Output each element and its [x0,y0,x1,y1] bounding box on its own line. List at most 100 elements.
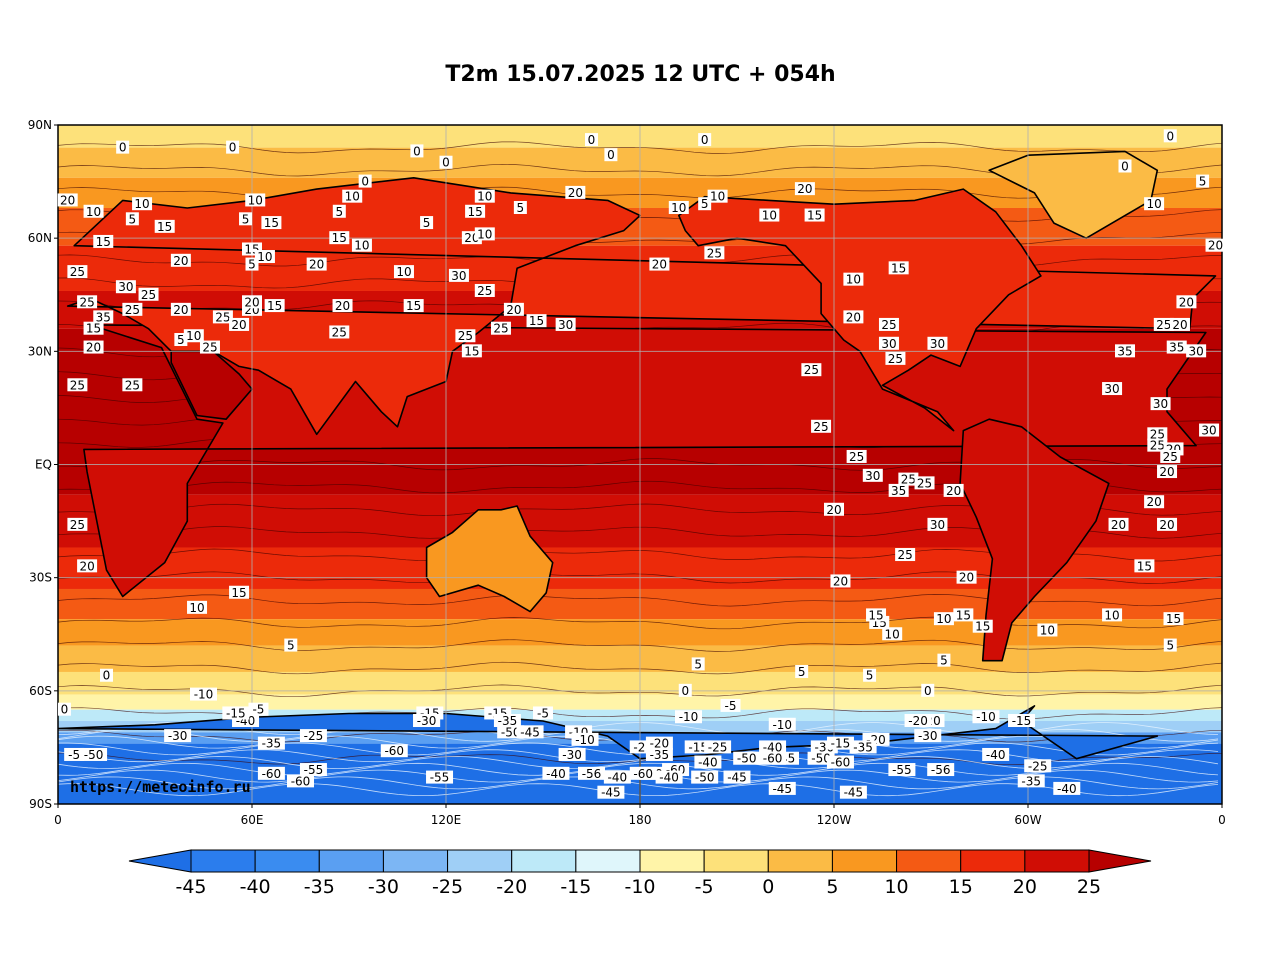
contour-label: 10 [668,200,689,215]
contour-label-text: 20 [833,574,848,588]
contour-label-text: 30 [1188,344,1203,358]
contour-label-text: 5 [517,201,525,215]
contour-label: -60 [759,751,787,766]
contour-label-bg [794,182,815,196]
contour-label-bg [565,185,586,199]
contour-label-text: 25 [881,318,896,332]
contour-label: -50 [691,770,719,785]
contour-label-text: -30 [918,729,938,743]
contour-label-bg [1037,623,1058,637]
contour-label-text: -30 [168,729,188,743]
contour-label-text: -50 [84,748,104,762]
contour-label-text: 10 [1104,608,1119,622]
contour-label-bg [937,653,951,667]
contour-label-bg [67,265,88,279]
contour-label-text: 10 [186,329,201,343]
contour-label-bg [1150,397,1171,411]
contour-label-bg [115,280,136,294]
contour-label-bg [956,570,977,584]
contour-label-bg [895,548,916,562]
colorbar-tick-label: 5 [826,876,838,898]
contour-label: 20 [1205,238,1226,253]
contour-label-bg [698,133,712,147]
contour-label: 20 [1157,517,1178,532]
contour-label-bg [287,774,314,788]
contour-label: -30 [164,729,192,743]
contour-label: 15 [888,261,909,275]
contour-label-text: 10 [762,209,777,223]
contour-label: 35 [888,483,909,498]
contour-label: 20 [229,317,250,332]
contour-label: 10 [393,265,414,279]
contour-label-text: 35 [96,310,111,324]
contour-label: 10 [351,238,372,253]
contour-label-text: 20 [231,318,246,332]
contour-label-text: 10 [248,193,263,207]
contour-label-text: 15 [868,608,883,622]
colorbar-tick-label: -20 [496,876,527,898]
contour-label-text: 0 [588,133,596,147]
contour-label: 0 [604,148,618,162]
contour-label: 15 [83,321,104,336]
contour-label-bg [982,747,1010,761]
contour-label-bg [843,272,864,286]
contour-label-bg [122,378,143,392]
contour-label: 20 [83,340,104,355]
contour-label-text: -5 [68,748,80,762]
contour-label: -40 [542,766,570,781]
contour-label-bg [839,785,867,799]
contour-label-bg [503,302,524,316]
colorbar-swatch [767,849,833,873]
contour-label: 10 [1102,608,1123,622]
contour-label-text: 35 [1169,341,1184,355]
contour-label-text: 15 [1166,612,1181,626]
contour-label-bg [526,314,547,328]
contour-label: -60 [257,766,285,781]
contour-label-text: -10 [679,710,699,724]
contour-label-text: 0 [607,148,615,162]
contour-label-bg [904,714,932,728]
contour-label-bg [490,321,511,335]
contour-label: 25 [122,378,143,392]
contour-label-text: 0 [442,156,450,170]
map-title: T2m 15.07.2025 12 UTC + 054h [445,62,836,87]
contour-label-text: -50 [737,752,757,766]
contour-label: 15 [972,619,993,634]
contour-label-bg [420,216,434,230]
contour-label-bg [704,246,725,260]
contour-label: -25 [1024,759,1052,773]
contour-label-text: -40 [608,771,628,785]
contour-label-text: 15 [267,299,282,313]
contour-label-bg [768,717,796,731]
contour-label-text: -45 [844,786,864,800]
contour-label-text: -25 [1028,759,1048,773]
contour-label-text: 20 [846,310,861,324]
contour-label: 10 [474,189,495,204]
contour-label-text: -20 [650,737,670,751]
contour-label-bg [122,302,143,316]
contour-label: 25 [1153,317,1174,332]
contour-label-text: -45 [601,786,621,800]
contour-label-text: 25 [332,325,347,339]
contour-label-text: 5 [129,212,137,226]
contour-label: -40 [603,770,631,785]
contour-label-bg [768,781,796,795]
colorbar: -45 -40 -35 -30 -25 -20 -15 -10 -5 0 5 10 15 20 25 [128,849,1152,898]
contour-label-bg [257,736,285,750]
latitude-label: 60S [29,684,52,698]
contour-label-text: 25 [477,284,492,298]
contour-label: -5 [533,706,553,720]
latitude-label: 30S [29,571,52,585]
latitude-label: 30N [28,344,52,358]
contour-label: 5 [284,638,298,653]
contour-label-text: 20 [79,559,94,573]
contour-label: 20 [242,295,262,309]
contour-label-text: 25 [1156,318,1171,332]
contour-label-bg [67,517,88,531]
latitude-label: EQ [35,458,52,472]
contour-label-text: 5 [1199,175,1207,189]
contour-label: 10 [254,250,275,264]
contour-label-bg [849,740,877,754]
contour-label-bg [83,340,104,354]
